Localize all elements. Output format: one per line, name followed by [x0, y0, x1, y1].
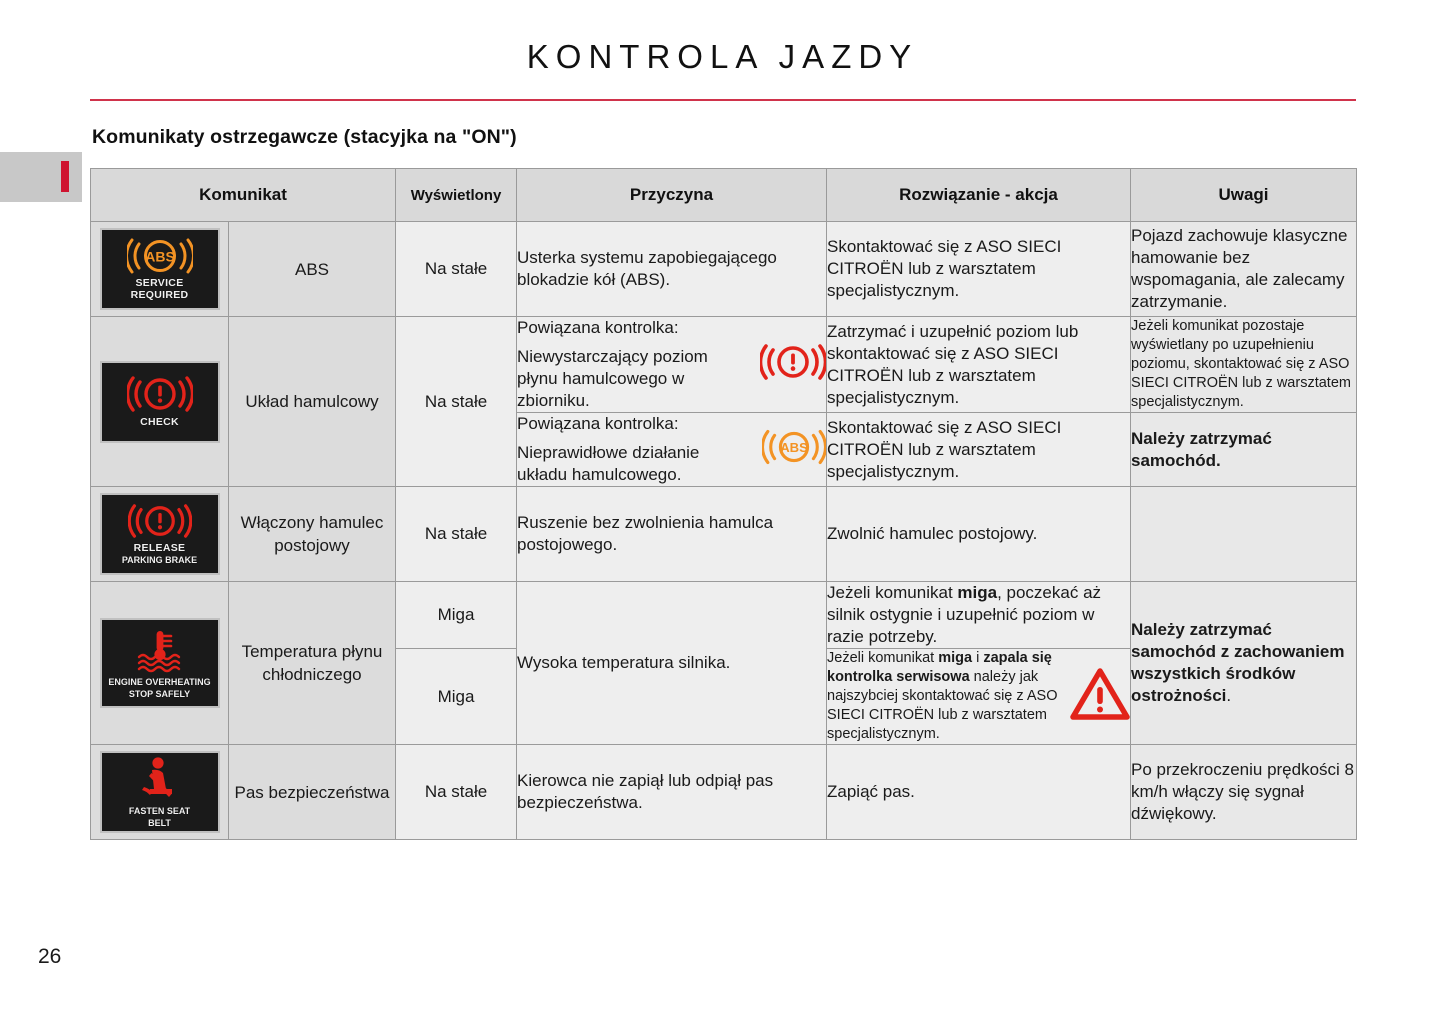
warning-triangle-icon: [1070, 667, 1130, 727]
action-cell: Zapiąć pas.: [826, 744, 1131, 840]
message-name-cell: Układ hamulcowy: [228, 316, 396, 487]
parking-brake-icon-label-line2: PARKING BRAKE: [121, 554, 198, 565]
column-header-displayed: Wyświetlony: [395, 168, 517, 222]
brake-warning-symbol-glyph: [127, 503, 192, 539]
action-cell: Skontaktować się z ASO SIECI CITROËN lub…: [826, 221, 1131, 317]
displayed-cell: Na stałe: [395, 744, 517, 840]
action-text-bold-2: zapala się kontrolka serwisowa: [827, 650, 1052, 685]
brake-icon-label-line1: CHECK: [140, 416, 179, 428]
message-name-cell: Temperatura płynu chłodniczego: [228, 581, 396, 745]
abs-symbol-glyph: ABS: [124, 238, 195, 274]
brake-warning-icon: [758, 342, 828, 388]
indicator-icon-cell: CHECK: [90, 316, 229, 487]
table-row: ENGINE OVERHEATING STOP SAFELY Temperatu…: [90, 581, 1357, 745]
seat-belt-icon-label-line2: BELT: [148, 817, 171, 828]
page-number: 26: [38, 945, 62, 968]
action-cell: Zwolnić hamulec postojowy.: [826, 486, 1131, 582]
action-text-bold: miga: [957, 583, 998, 602]
fasten-seat-belt-icon: FASTEN SEAT BELT: [99, 751, 220, 833]
action-text-mid: i: [972, 650, 984, 666]
notes-cell: Po przekroczeniu prędkości 8 km/h włączy…: [1130, 744, 1357, 840]
notes-bold-text: Należy zatrzymać samochód z zachowaniem …: [1131, 620, 1345, 705]
section-heading: Komunikaty ostrzegawcze (stacyjka na "ON…: [92, 126, 517, 148]
chapter-tab-marker: [61, 161, 69, 192]
brake-warning-symbol-glyph: [125, 375, 194, 413]
table-row: FASTEN SEAT BELT Pas bezpieczeństwa Na s…: [90, 744, 1357, 840]
displayed-cell: Na stałe: [395, 221, 517, 317]
abs-warning-icon: ABS: [760, 428, 828, 472]
warning-messages-table: Komunikat Wyświetlony Przyczyna Rozwiąza…: [90, 168, 1357, 840]
cause-lead-text: Powiązana kontrolka:: [517, 414, 679, 433]
indicator-icon-cell: ENGINE OVERHEATING STOP SAFELY: [90, 581, 229, 745]
action-cell: Skontaktować się z ASO SIECI CITROËN lub…: [826, 412, 1131, 487]
displayed-cell: Na stałe: [395, 316, 517, 487]
cause-body-text: Nieprawidłowe działanie układu hamulcowe…: [517, 443, 700, 484]
abs-icon-label-line2: REQUIRED: [130, 288, 189, 301]
displayed-cell: Na stałe: [395, 486, 517, 582]
message-name-cell: ABS: [228, 221, 396, 317]
cause-cell: Wysoka temperatura silnika.: [516, 581, 827, 745]
action-text-pre: Jeżeli komunikat: [827, 583, 958, 602]
table-header-row: Komunikat Wyświetlony Przyczyna Rozwiąza…: [90, 168, 1357, 222]
parking-brake-icon-label-line1: RELEASE: [133, 541, 186, 554]
column-header-cause: Przyczyna: [516, 168, 827, 222]
overheating-icon-label-line2: STOP SAFELY: [128, 688, 191, 699]
cause-lead-text: Powiązana kontrolka:: [517, 318, 679, 337]
abs-service-required-icon: ABS SERVICE REQUIRED: [99, 228, 220, 310]
column-header-action: Rozwiązanie - akcja: [826, 168, 1131, 222]
action-text-post: należy jak najszybciej skontaktować się …: [827, 669, 1058, 742]
column-header-message: Komunikat: [90, 168, 396, 222]
seat-belt-icon-label-line1: FASTEN SEAT: [128, 805, 191, 816]
action-text-post: , poczekać aż silnik ostygnie i uzupełni…: [827, 583, 1102, 646]
cause-cell: Ruszenie bez zwolnienia hamulca postojow…: [516, 486, 827, 582]
indicator-icon-cell: ABS SERVICE REQUIRED: [90, 221, 229, 317]
engine-overheating-icon: ENGINE OVERHEATING STOP SAFELY: [99, 618, 220, 708]
displayed-cell: Miga: [395, 581, 517, 649]
cause-cell: Powiązana kontrolka: Niewystarczający po…: [516, 316, 828, 413]
notes-cell: Pojazd zachowuje klasyczne hamowanie bez…: [1130, 221, 1357, 317]
page-title: KONTROLA JAZDY: [526, 38, 919, 75]
table-row: ABS SERVICE REQUIRED ABS Na stałe Usterk…: [90, 221, 1357, 317]
message-name-cell: Pas bezpieczeństwa: [228, 744, 396, 840]
svg-text:ABS: ABS: [780, 439, 808, 454]
title-divider-rule: [90, 99, 1356, 101]
message-name-cell: Włączony hamulec postojowy: [228, 486, 396, 582]
chapter-tab: [0, 152, 82, 202]
table-row: CHECK Układ hamulcowy Na stałe Powiązana…: [90, 316, 1357, 487]
table-row: RELEASE PARKING BRAKE Włączony hamulec p…: [90, 486, 1357, 582]
seat-belt-symbol-glyph: [136, 756, 184, 802]
cause-cell: Kierowca nie zapiął lub odpiął pas bezpi…: [516, 744, 827, 840]
action-cell: Zatrzymać i uzupełnić poziom lub skontak…: [826, 316, 1131, 413]
action-cell: Jeżeli komunikat miga, poczekać aż silni…: [826, 581, 1131, 649]
cause-body-text: Niewystarczający poziom płynu hamulcoweg…: [517, 347, 708, 410]
indicator-icon-cell: FASTEN SEAT BELT: [90, 744, 229, 840]
action-text-pre: Jeżeli komunikat: [827, 650, 939, 666]
svg-text:ABS: ABS: [145, 248, 175, 264]
notes-cell: Należy zatrzymać samochód z zachowaniem …: [1130, 581, 1357, 745]
coolant-temperature-symbol-glyph: [130, 627, 190, 673]
release-parking-brake-icon: RELEASE PARKING BRAKE: [99, 493, 220, 575]
brake-check-icon: CHECK: [99, 360, 220, 443]
table-row: Miga Jeżeli komunikat miga i zapala się …: [91, 648, 1357, 745]
table-row: Powiązana kontrolka: Nieprawidłowe dział…: [91, 412, 1357, 487]
cause-cell: Usterka systemu zapobiegającego blokadzi…: [516, 221, 827, 317]
cause-cell: Powiązana kontrolka: Nieprawidłowe dział…: [516, 412, 828, 487]
notes-cell: Należy zatrzymać samochód.: [1130, 412, 1357, 487]
abs-icon-label-line1: SERVICE: [135, 276, 184, 289]
action-cell: Jeżeli komunikat miga i zapala się kontr…: [826, 648, 1131, 745]
overheating-icon-label-line1: ENGINE OVERHEATING: [108, 676, 211, 687]
notes-cell: [1130, 486, 1357, 582]
indicator-icon-cell: RELEASE PARKING BRAKE: [90, 486, 229, 582]
notes-cell: Jeżeli komunikat pozostaje wyświetlany p…: [1130, 316, 1357, 413]
displayed-cell: Miga: [395, 648, 517, 745]
notes-tail-text: .: [1226, 686, 1232, 705]
column-header-notes: Uwagi: [1130, 168, 1357, 222]
action-text-bold-1: miga: [938, 650, 973, 666]
